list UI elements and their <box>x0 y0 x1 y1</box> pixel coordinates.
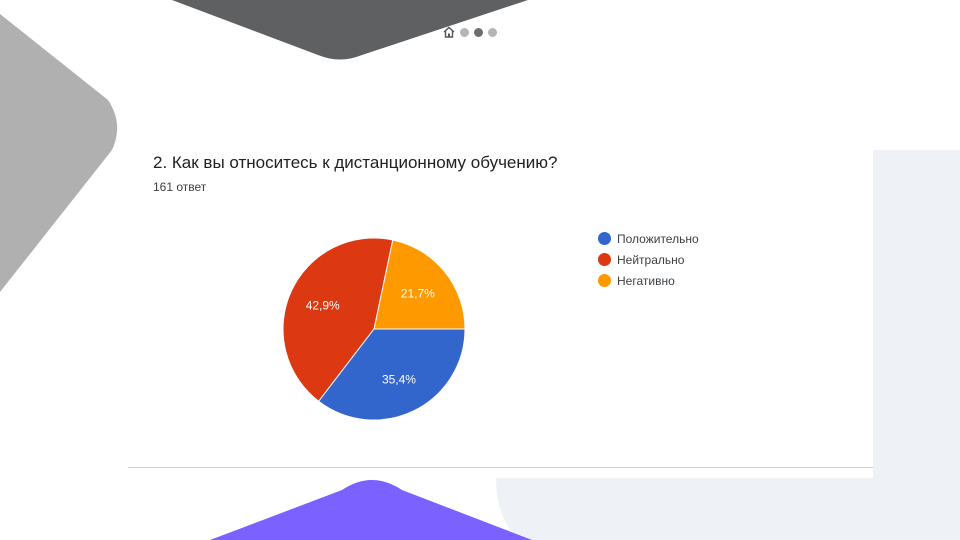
legend-swatch <box>598 274 611 287</box>
legend-label: Нейтрально <box>617 252 685 267</box>
legend-label: Негативно <box>617 273 675 288</box>
slide-dot-3[interactable] <box>488 27 497 37</box>
pie-slice-label-1: 35,4% <box>382 373 416 387</box>
pie-slice-2 <box>282 237 394 402</box>
legend-item-3: Негативно <box>598 270 699 291</box>
deco-left-gray-shape <box>0 14 118 292</box>
question-title: 2. Как вы относитесь к дистанционному об… <box>153 153 558 172</box>
legend-swatch <box>598 232 611 245</box>
pie-slice-label-3: 21,7% <box>401 286 435 300</box>
pie-slice-1 <box>317 328 466 421</box>
pie-slice-label-2: 42,9% <box>306 298 340 312</box>
response-count: 161 ответ <box>153 180 207 194</box>
deco-right-light-shape <box>496 150 960 540</box>
slide-navigation <box>443 26 497 38</box>
legend-swatch <box>598 253 611 266</box>
chart-legend: Положительно Нейтрально Негативно <box>598 228 699 291</box>
pie-slice-3 <box>373 239 466 330</box>
slide-dot-2[interactable] <box>474 27 483 37</box>
home-icon[interactable] <box>443 26 455 38</box>
slide-dot-1[interactable] <box>460 27 469 37</box>
pie-chart: 21,7% 42,9% 35,4% <box>282 237 466 421</box>
deco-bottom-purple-shape <box>210 480 532 540</box>
legend-item-1: Положительно <box>598 228 699 249</box>
deco-top-dark-shape <box>172 0 528 60</box>
legend-item-2: Нейтрально <box>598 249 699 270</box>
legend-label: Положительно <box>617 231 699 246</box>
survey-result-card: 2. Как вы относитесь к дистанционному об… <box>128 150 873 468</box>
